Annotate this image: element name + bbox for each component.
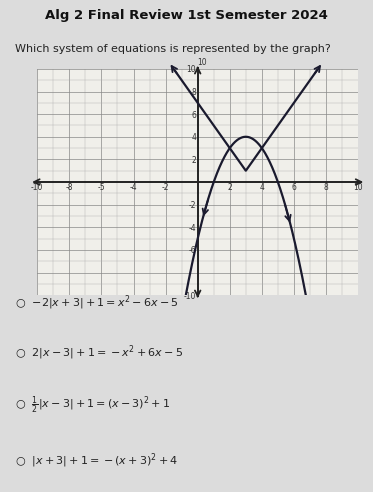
- Text: Which system of equations is represented by the graph?: Which system of equations is represented…: [15, 44, 330, 54]
- Text: ○  $2|x - 3| + 1 = -x^2 + 6x - 5$: ○ $2|x - 3| + 1 = -x^2 + 6x - 5$: [15, 343, 183, 362]
- Text: Alg 2 Final Review 1st Semester 2024: Alg 2 Final Review 1st Semester 2024: [45, 9, 328, 23]
- Text: ○  $\frac{1}{2}|x - 3| + 1 = (x-3)^2 + 1$: ○ $\frac{1}{2}|x - 3| + 1 = (x-3)^2 + 1$: [15, 394, 170, 416]
- Text: ○  $-2|x + 3| + 1 = x^2 - 6x - 5$: ○ $-2|x + 3| + 1 = x^2 - 6x - 5$: [15, 294, 179, 312]
- Text: ○  $|x + 3| + 1 = -(x+3)^2 + 4$: ○ $|x + 3| + 1 = -(x+3)^2 + 4$: [15, 451, 178, 470]
- Text: 10: 10: [197, 58, 207, 66]
